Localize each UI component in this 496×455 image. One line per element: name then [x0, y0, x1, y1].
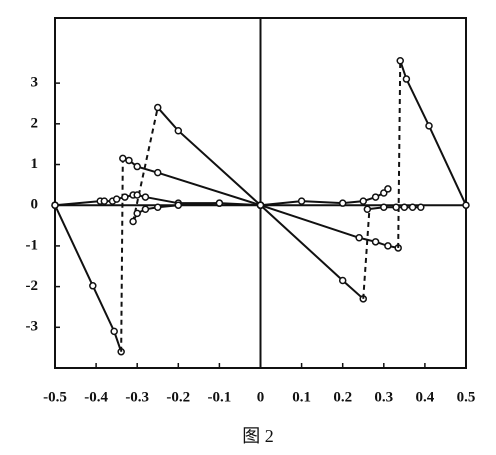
- data-point: [371, 193, 380, 201]
- x-tick-label: 0.1: [292, 389, 311, 405]
- data-point: [174, 201, 183, 209]
- x-tick-label: 0.5: [457, 389, 476, 405]
- data-point: [400, 203, 409, 211]
- data-point: [141, 205, 150, 214]
- data-point: [154, 103, 162, 112]
- data-point: [51, 201, 59, 209]
- data-point: [133, 209, 141, 218]
- data-point: [121, 193, 129, 201]
- x-tick-label: -0.1: [208, 389, 232, 405]
- series-line: [399, 60, 467, 206]
- series-line: [120, 158, 124, 352]
- x-tick-label: 0: [257, 389, 265, 405]
- y-tick-label: 1: [31, 156, 39, 172]
- data-point: [125, 156, 133, 165]
- data-point: [89, 282, 97, 290]
- data-point: [100, 197, 109, 205]
- series-line: [260, 188, 389, 207]
- data-point: [110, 327, 118, 336]
- y-tick-label: -3: [26, 319, 39, 335]
- data-point: [392, 203, 400, 211]
- data-point: [408, 203, 417, 211]
- data-point: [256, 201, 265, 209]
- x-tick-label: 0.2: [333, 389, 352, 405]
- caption: 图 2: [242, 426, 274, 446]
- series-line: [132, 107, 159, 222]
- data-point: [384, 185, 392, 193]
- data-point: [112, 195, 121, 203]
- data-point: [396, 56, 404, 65]
- x-tick-label: 0.3: [374, 389, 393, 405]
- series-line: [362, 209, 371, 299]
- data-point: [154, 168, 162, 177]
- x-tick-label: 0.4: [416, 389, 435, 405]
- data-point: [425, 122, 433, 130]
- series-line: [54, 204, 123, 353]
- y-tick-label: -1: [26, 237, 39, 253]
- x-tick-label: -0.3: [125, 389, 149, 405]
- x-tick-label: -0.4: [84, 389, 108, 405]
- y-tick-label: 0: [31, 197, 39, 213]
- data-point: [417, 203, 425, 211]
- data-point: [141, 193, 150, 201]
- data-point: [119, 154, 127, 163]
- y-tick-label: 3: [31, 75, 39, 91]
- y-tick-label: 2: [31, 115, 39, 131]
- data-point: [338, 276, 347, 285]
- x-tick-label: -0.2: [166, 389, 190, 405]
- data-point: [363, 205, 372, 214]
- data-point: [359, 197, 367, 205]
- y-tick-label: -2: [26, 278, 39, 294]
- data-point: [297, 197, 306, 205]
- data-point: [338, 199, 347, 207]
- x-tick-label: -0.5: [43, 389, 67, 405]
- data-point: [215, 199, 224, 207]
- data-point: [355, 234, 363, 242]
- data-point: [133, 162, 141, 171]
- data-point: [402, 75, 411, 83]
- data-point: [380, 203, 388, 211]
- data-point: [371, 238, 380, 246]
- series-line: [397, 60, 402, 248]
- data-point: [384, 242, 392, 250]
- data-point: [154, 203, 162, 211]
- data-point: [133, 191, 141, 199]
- series-line: [259, 204, 364, 300]
- series-line: [157, 106, 262, 206]
- data-point: [174, 126, 183, 135]
- data-point: [462, 201, 470, 209]
- data-point: [129, 217, 137, 226]
